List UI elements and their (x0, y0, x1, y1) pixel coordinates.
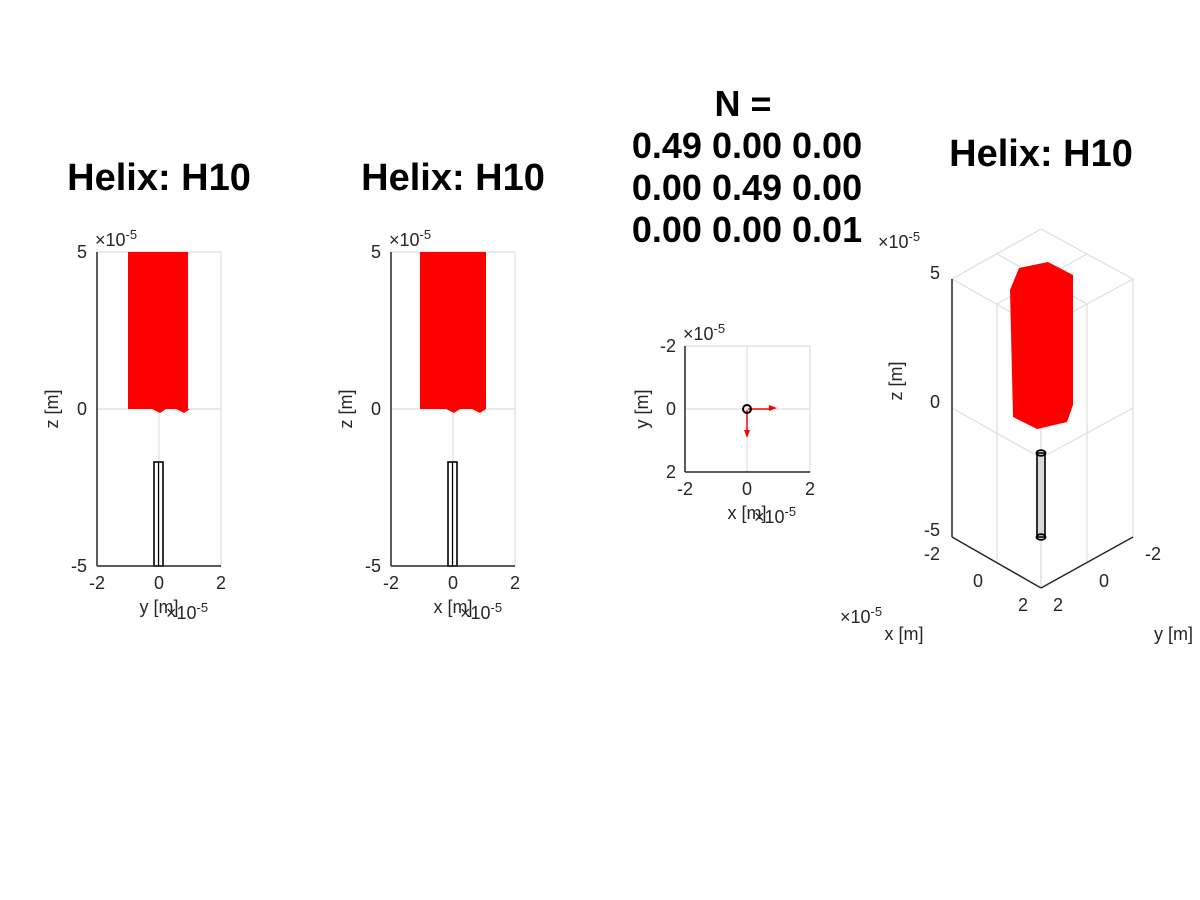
n-matrix-row: 0.00 0.00 0.01 (632, 209, 862, 250)
y-exponent-label: ×10-5 (683, 321, 725, 344)
panel-xy-grid (685, 345, 811, 472)
y-tick-label: -2 (1145, 544, 1161, 564)
panel-3d-title: Helix: H10 (949, 133, 1133, 175)
x-axis-label: x [m] (434, 597, 473, 617)
x-tick-label: -2 (383, 573, 399, 593)
x-tick-label: 0 (448, 573, 458, 593)
z-axis-label: z [m] (886, 362, 906, 401)
n-matrix-row: 0.00 0.49 0.00 (632, 167, 862, 208)
y-tick-label: 5 (371, 242, 381, 262)
body-edge-marks (446, 409, 486, 413)
z-tick-label: 5 (930, 263, 940, 283)
helix-rod-shape (153, 461, 164, 567)
direction-arrows (744, 405, 777, 438)
y-tick-label: 2 (1053, 595, 1063, 615)
helix-rod-shape (1035, 449, 1047, 541)
y-tick-label: 5 (77, 242, 87, 262)
x-tick-label: -2 (677, 479, 693, 499)
z-tick-label: 0 (930, 392, 940, 412)
n-matrix-header: N = (714, 83, 771, 124)
panel-3d: Helix: H10 5 0 -5 (840, 133, 1193, 644)
magnetic-body-shape (128, 252, 188, 409)
x-tick-label: 2 (805, 479, 815, 499)
x-tick-label: 2 (1018, 595, 1028, 615)
y-tick-label: 0 (77, 399, 87, 419)
x-tick-label: 0 (973, 571, 983, 591)
n-matrix: N = 0.49 0.00 0.00 0.00 0.49 0.00 0.00 0… (632, 83, 862, 250)
panel-yz: Helix: H10 5 0 -5 -2 0 2 ×10-5 ×10-5 y [… (42, 157, 251, 623)
panel-xz: Helix: H10 5 0 -5 -2 0 2 ×10-5 ×10-5 x [… (336, 157, 545, 623)
x-tick-label: 0 (154, 573, 164, 593)
3d-axis-lines (951, 279, 1134, 589)
x-tick-label: 2 (216, 573, 226, 593)
x-exponent-label: ×10-5 (460, 600, 502, 623)
magnetic-body-shape (420, 252, 486, 409)
y-tick-label: -5 (71, 556, 87, 576)
panel-xz-title: Helix: H10 (361, 157, 545, 199)
panel-xy: N = 0.49 0.00 0.00 0.00 0.49 0.00 0.00 0… (632, 83, 862, 527)
helix-rod-shape (447, 461, 458, 567)
x-axis-label: y [m] (140, 597, 179, 617)
y-tick-label: -2 (660, 336, 676, 356)
x-exponent-label: ×10-5 (166, 600, 208, 623)
x-tick-label: -2 (89, 573, 105, 593)
y-axis-label: z [m] (336, 390, 356, 429)
x-tick-label: 2 (510, 573, 520, 593)
y-tick-label: 0 (371, 399, 381, 419)
x-axis-label: x [m] (885, 624, 924, 644)
panel-yz-title: Helix: H10 (67, 157, 251, 199)
y-axis-label: z [m] (42, 390, 62, 429)
y-tick-label: 0 (666, 399, 676, 419)
y-axis-label: y [m] (632, 390, 652, 429)
x-exponent-label: ×10-5 (840, 604, 882, 627)
magnetic-body-shape (1010, 262, 1073, 429)
y-exponent-label: ×10-5 (95, 227, 137, 250)
y-exponent-label: ×10-5 (389, 227, 431, 250)
y-tick-label: 0 (1099, 571, 1109, 591)
x-tick-label: 0 (742, 479, 752, 499)
n-matrix-row: 0.49 0.00 0.00 (632, 125, 862, 166)
origin-marker (742, 404, 752, 414)
y-axis-label: y [m] (1154, 624, 1193, 644)
x-axis-label: x [m] (728, 503, 767, 523)
z-tick-label: -5 (924, 520, 940, 540)
y-tick-label: -5 (365, 556, 381, 576)
x-tick-label: -2 (924, 544, 940, 564)
y-tick-label: 2 (666, 462, 676, 482)
body-edge-marks (152, 409, 190, 413)
z-exponent-label: ×10-5 (878, 229, 920, 252)
x-exponent-label: ×10-5 (754, 504, 796, 527)
